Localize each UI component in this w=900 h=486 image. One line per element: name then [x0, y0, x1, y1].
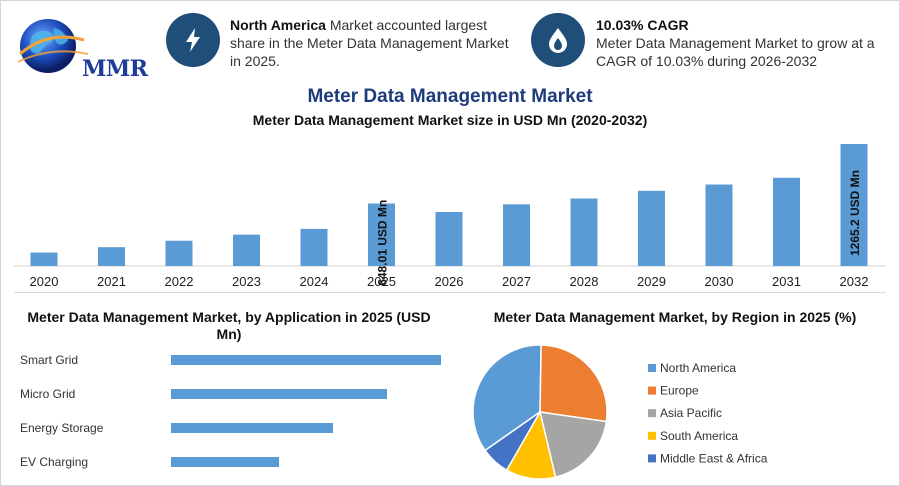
- bar-2020: [30, 252, 58, 266]
- x-tick-2029: 2029: [637, 274, 666, 289]
- x-tick-2025: 2025: [367, 274, 396, 289]
- pie-slice-middle-east-africa: [484, 411, 541, 472]
- x-tick-2026: 2026: [435, 274, 464, 289]
- bar-2024: [300, 228, 328, 266]
- application-bar-chart: Smart Grid Micro Grid Energy Storage EV Cha…: [20, 353, 441, 469]
- legend-swatch-europe: [648, 386, 656, 395]
- region-highlight-bold: North America: [230, 17, 326, 33]
- bar-2021: [98, 247, 125, 266]
- app-label-energy-storage: Energy Storage: [20, 421, 104, 435]
- bar-2027: [503, 204, 530, 266]
- page-title: Meter Data Management Market: [307, 86, 593, 107]
- bar-2023: [233, 234, 260, 266]
- bar-2025: [368, 203, 395, 266]
- app-bar-micro-grid: [171, 389, 387, 399]
- section-divider: [14, 292, 886, 293]
- x-tick-2020: 2020: [30, 274, 59, 289]
- legend-label-north-america: North America: [660, 361, 736, 375]
- bar-chart-title: Meter Data Management Market size in USD…: [252, 112, 648, 128]
- app-bar-smart-grid: [171, 355, 441, 365]
- region-highlight-body: Market accounted largest share in the Me…: [230, 17, 509, 69]
- mmr-logo: MMR: [14, 10, 148, 82]
- app-label-smart-grid: Smart Grid: [20, 353, 78, 367]
- cagr-highlight-text: 10.03% CAGR Meter Data Management Market …: [596, 16, 886, 70]
- x-tick-2030: 2030: [705, 274, 734, 289]
- region-pie-chart: North America Europe Asia Pacific South Ame…: [472, 344, 768, 480]
- app-label-micro-grid: Micro Grid: [20, 387, 75, 401]
- lightning-icon: [166, 13, 220, 67]
- region-highlight-text: North America Market accounted largest s…: [230, 16, 520, 70]
- bar-2022: [165, 240, 193, 266]
- x-tick-2031: 2031: [772, 274, 801, 289]
- x-tick-2022: 2022: [165, 274, 194, 289]
- flame-drop-icon: [531, 13, 585, 67]
- x-tick-2032: 2032: [840, 274, 869, 289]
- legend-swatch-north-america: [648, 364, 656, 372]
- cagr-highlight-body: Meter Data Management Market to grow at …: [596, 35, 875, 69]
- legend-swatch-south-america: [648, 431, 656, 440]
- x-tick-2021: 2021: [97, 274, 126, 289]
- app-bar-energy-storage: [171, 423, 333, 433]
- legend-label-south-america: South America: [660, 429, 738, 443]
- pie-slice-asia-pacific: [539, 411, 608, 479]
- application-chart-title: Meter Data Management Market, by Applica…: [27, 309, 431, 342]
- globe-icon: [17, 19, 89, 73]
- x-tick-2023: 2023: [232, 274, 261, 289]
- cagr-highlight-bold: 10.03% CAGR: [596, 17, 689, 33]
- pie-slice-north-america: [472, 344, 542, 452]
- x-tick-2028: 2028: [570, 274, 599, 289]
- app-bar-ev-charging: [171, 457, 279, 467]
- logo-text: MMR: [82, 56, 148, 82]
- bar-2032: [840, 144, 868, 266]
- legend-label-asia-pacific: Asia Pacific: [660, 406, 722, 420]
- bar-2028: [570, 198, 598, 266]
- app-label-ev-charging: EV Charging: [20, 455, 88, 469]
- data-label-2025: 648.01 USD Mn: [376, 200, 390, 286]
- data-label-2032: 1265.2 USD Mn: [848, 170, 862, 256]
- x-tick-2024: 2024: [300, 274, 329, 289]
- legend-label-middle-east-africa: Middle East & Africa: [660, 451, 768, 465]
- bar-2030: [705, 184, 733, 266]
- legend-swatch-middle-east-africa: [648, 454, 656, 463]
- bar-2031: [773, 177, 800, 266]
- pie-slice-europe: [539, 344, 608, 423]
- region-chart-title: Meter Data Management Market, by Region …: [493, 309, 857, 325]
- bar-2026: [435, 212, 463, 266]
- legend-swatch-asia-pacific: [648, 409, 656, 418]
- legend-label-europe: Europe: [660, 384, 699, 398]
- bar-2029: [638, 190, 665, 266]
- x-tick-2027: 2027: [502, 274, 531, 289]
